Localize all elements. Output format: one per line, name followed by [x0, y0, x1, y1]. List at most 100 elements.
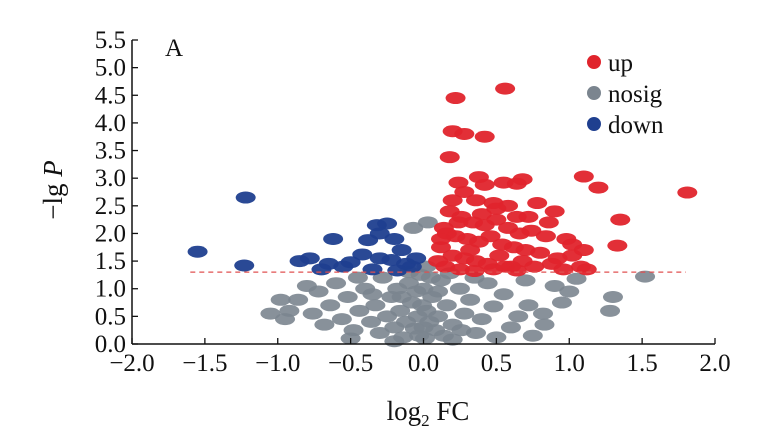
point-nosig	[522, 329, 543, 342]
point-nosig	[369, 326, 390, 339]
point-up	[486, 213, 507, 226]
point-up	[471, 208, 492, 221]
point-down	[387, 264, 408, 277]
point-down	[369, 227, 390, 240]
point-nosig	[559, 285, 580, 298]
point-down	[235, 191, 256, 204]
point-nosig	[533, 307, 554, 320]
point-nosig	[377, 310, 398, 323]
point-up	[556, 232, 577, 245]
legend: up nosig down	[587, 50, 664, 139]
point-up	[454, 186, 475, 198]
point-nosig	[600, 304, 621, 317]
y-tick-label: 4.0	[95, 110, 126, 137]
point-down	[234, 259, 255, 272]
point-nosig	[391, 291, 412, 304]
point-nosig	[372, 271, 393, 284]
y-axis-ticks: 0.00.51.01.52.02.53.03.54.04.55.05.5	[95, 27, 138, 358]
x-axis-title-main: log	[387, 396, 422, 426]
point-nosig	[442, 333, 463, 346]
point-down	[311, 263, 332, 276]
y-tick-label: 4.5	[95, 82, 126, 109]
point-nosig	[270, 293, 291, 306]
x-tick-label: 0.0	[408, 350, 439, 377]
point-nosig	[275, 313, 296, 326]
point-nosig	[602, 291, 623, 304]
point-nosig	[454, 307, 475, 320]
point-up	[530, 246, 551, 259]
point-nosig	[326, 277, 347, 290]
point-up	[445, 92, 466, 105]
point-up	[448, 176, 469, 189]
legend-label-up: up	[608, 50, 633, 77]
point-nosig	[493, 288, 514, 301]
point-up	[474, 178, 495, 191]
point-nosig	[403, 221, 424, 234]
point-nosig	[349, 304, 370, 317]
point-nosig	[486, 331, 507, 344]
point-up	[518, 210, 539, 223]
x-tick-label: −1.5	[182, 350, 227, 377]
y-tick-label: 1.0	[95, 276, 126, 303]
point-up	[489, 249, 510, 262]
point-nosig	[331, 313, 352, 326]
point-down	[187, 245, 208, 258]
point-nosig	[500, 321, 521, 334]
point-up	[576, 263, 597, 276]
legend-marker-up	[587, 55, 601, 69]
point-down	[391, 244, 412, 257]
point-up	[506, 264, 527, 277]
point-down	[352, 248, 373, 261]
point-up	[535, 230, 556, 243]
y-axis-title-italic: P	[38, 160, 68, 178]
point-down	[299, 252, 320, 265]
y-tick-label: 3.5	[95, 138, 126, 165]
point-up	[573, 170, 594, 183]
point-up	[610, 213, 631, 226]
point-nosig	[515, 274, 536, 287]
point-up	[430, 232, 451, 245]
legend-label-down: down	[608, 112, 664, 139]
point-up	[677, 186, 698, 199]
point-up	[448, 216, 469, 229]
point-up	[544, 205, 565, 218]
point-nosig	[551, 296, 572, 309]
panel-label: A	[165, 35, 183, 62]
x-tick-label: 1.0	[554, 350, 585, 377]
point-nosig	[362, 288, 383, 301]
point-nosig	[534, 318, 555, 331]
point-up	[527, 197, 548, 210]
point-up	[428, 255, 449, 268]
point-up	[588, 181, 609, 194]
point-up	[442, 194, 463, 207]
point-down	[340, 256, 361, 269]
point-nosig	[483, 300, 504, 313]
x-axis-title-rest: FC	[430, 396, 470, 426]
legend-marker-down	[587, 117, 601, 131]
point-up	[538, 216, 559, 229]
point-up	[464, 265, 485, 278]
point-nosig	[365, 299, 386, 312]
x-axis-title-subscript: 2	[421, 411, 430, 430]
y-tick-label: 0.0	[95, 331, 126, 358]
x-tick-label: −0.5	[328, 350, 373, 377]
point-nosig	[436, 299, 457, 312]
point-up	[512, 173, 533, 186]
point-nosig	[260, 307, 281, 320]
y-tick-label: 5.5	[95, 27, 126, 54]
point-nosig	[288, 293, 309, 306]
point-nosig	[361, 315, 382, 328]
legend-marker-nosig	[587, 86, 601, 100]
point-up	[460, 244, 481, 257]
point-up	[454, 127, 475, 140]
point-nosig	[302, 307, 323, 320]
point-nosig	[544, 279, 565, 292]
point-nosig	[460, 293, 481, 306]
point-up	[439, 151, 460, 164]
x-tick-label: 0.5	[481, 350, 512, 377]
point-nosig	[314, 318, 335, 331]
y-axis-title: −lg P	[38, 160, 68, 219]
point-up	[607, 239, 628, 252]
